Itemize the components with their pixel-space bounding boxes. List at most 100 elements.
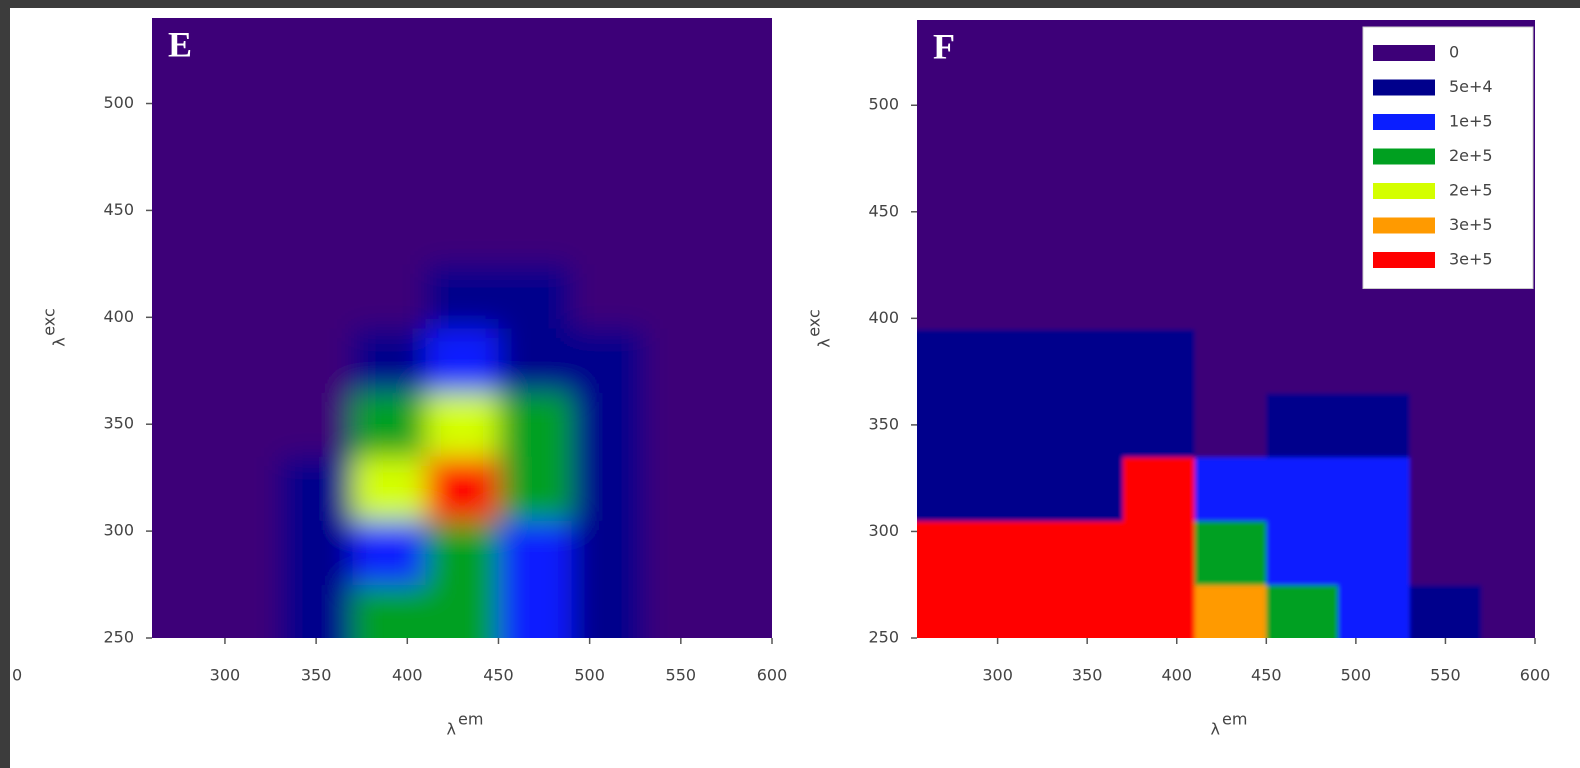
heatmap-cell [498, 18, 572, 72]
heatmap-cell [1409, 329, 1482, 394]
y-tick-label: 500 [868, 95, 899, 114]
heatmap-cell [644, 328, 718, 393]
heatmap-cell [717, 199, 772, 265]
heatmap-cell [1194, 584, 1267, 638]
heatmap-cell [571, 584, 645, 638]
heatmap-cell [206, 520, 281, 586]
heatmap-cell [571, 456, 645, 521]
heatmap-cell [425, 456, 499, 521]
heatmap-cell [571, 520, 645, 586]
heatmap-cell [498, 456, 572, 521]
heatmap-cell [1051, 137, 1124, 202]
heatmap-cell [152, 392, 208, 457]
heatmap-cell [717, 520, 772, 586]
heatmap-cell [1409, 392, 1482, 458]
heatmap-cell [206, 392, 281, 457]
heatmap-cell [979, 20, 1052, 74]
heatmap-cell [571, 392, 645, 457]
heatmap-cell [1266, 520, 1339, 586]
heatmap-cell [1409, 520, 1482, 586]
legend-swatch [1373, 148, 1435, 165]
heatmap-cell [1481, 456, 1535, 522]
heatmap-cell [644, 263, 718, 329]
x-tick-label: 350 [1072, 666, 1103, 685]
x-tick-label: 500 [574, 666, 605, 685]
heatmap-cell [498, 392, 572, 457]
heatmap-cell [425, 520, 499, 586]
heatmap-cell [644, 18, 718, 72]
heatmap-cell [917, 520, 981, 586]
y-axis-script: exc [40, 308, 59, 336]
heatmap-cell [498, 199, 572, 265]
legend-label: 1e+5 [1449, 112, 1493, 131]
heatmap-cell [425, 135, 499, 201]
legend-label: 3e+5 [1449, 250, 1493, 269]
heatmap-cell [1194, 265, 1267, 330]
y-tick-label: 350 [103, 414, 134, 433]
heatmap-cell [644, 135, 718, 201]
heatmap-cell [206, 456, 281, 521]
panel-label: E [168, 24, 192, 64]
heatmap-cell [279, 199, 354, 265]
heatmap-cell [425, 392, 499, 457]
heatmap-cell [1481, 584, 1535, 638]
heatmap-cell [498, 520, 572, 586]
heatmap-cell [352, 71, 427, 137]
heatmap-cell [644, 520, 718, 586]
heatmap-cell [1337, 456, 1411, 522]
heatmap-cell [1123, 456, 1196, 522]
heatmap-cell [1194, 20, 1267, 74]
heatmap-cell [279, 584, 354, 638]
y-axis-script: exc [805, 309, 824, 337]
heatmap-cell [206, 18, 281, 72]
heatmap-cell [206, 71, 281, 137]
heatmap-cell [717, 71, 772, 137]
heatmap-cell [1337, 329, 1411, 394]
heatmap-cell [498, 135, 572, 201]
heatmap-cell [979, 73, 1052, 138]
heatmap-cell [717, 584, 772, 638]
y-tick-label: 450 [868, 201, 899, 220]
heatmap-cell [571, 18, 645, 72]
heatmap-cell [498, 263, 572, 329]
heatmap-cell [498, 71, 572, 137]
heatmap-cell [1051, 520, 1124, 586]
heatmap-cell [206, 199, 281, 265]
heatmap-cell [152, 135, 208, 201]
heatmap-cell [352, 520, 427, 586]
x-tick-label: 300 [210, 666, 241, 685]
heatmap-cell [352, 456, 427, 521]
heatmap-cell [352, 199, 427, 265]
legend-swatch [1373, 217, 1435, 234]
heatmap-cell [1266, 137, 1339, 202]
heatmap-cell [1123, 201, 1196, 266]
heatmap-cell [1337, 584, 1411, 638]
y-tick-label: 350 [868, 414, 899, 433]
heatmap-cell [644, 392, 718, 457]
heatmap-cell [1194, 329, 1267, 394]
heatmap-cell [152, 18, 208, 72]
heatmap-cell [1123, 73, 1196, 138]
legend-swatch [1373, 114, 1435, 130]
heatmap-cell [917, 584, 981, 638]
legend-label: 3e+5 [1449, 215, 1493, 234]
heatmap-cell [644, 71, 718, 137]
heatmap-cell [152, 328, 208, 393]
heatmap-cell [1481, 520, 1535, 586]
heatmap-cell [1266, 20, 1339, 74]
heatmap-cell [1337, 520, 1411, 586]
heatmap-cell [352, 328, 427, 393]
heatmap-cell [425, 328, 499, 393]
heatmap-cell [917, 329, 981, 394]
heatmap-cell [152, 456, 208, 521]
heatmap-cell [1266, 329, 1339, 394]
legend-swatch [1373, 183, 1435, 199]
heatmap-cell [1481, 392, 1535, 458]
heatmap-cell [352, 263, 427, 329]
heatmap-cell [717, 18, 772, 72]
x-tick-label: 400 [1161, 666, 1192, 685]
heatmap-cell [152, 263, 208, 329]
heatmap-cell [1123, 137, 1196, 202]
